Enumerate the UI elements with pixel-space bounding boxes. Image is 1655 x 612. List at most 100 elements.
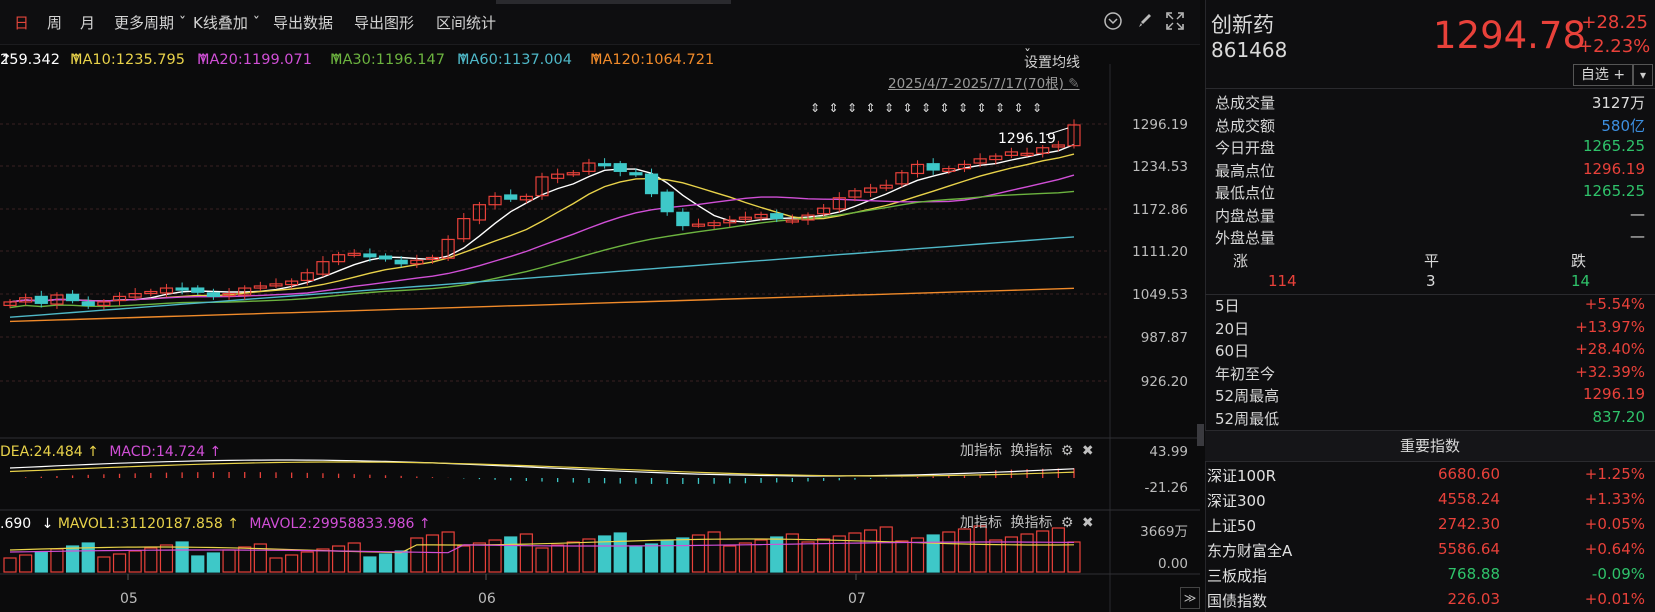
volume-bar bbox=[378, 553, 393, 573]
date-range-label[interactable]: 2025/4/7-2025/7/17(70根) ✎ bbox=[888, 76, 1080, 92]
collapse-circle-icon[interactable] bbox=[1102, 10, 1124, 32]
candle-body bbox=[566, 172, 580, 176]
candlesticks bbox=[3, 119, 1081, 310]
high-price-label: 1296.19 bbox=[998, 131, 1056, 147]
candle-body bbox=[754, 213, 768, 219]
range-stats-button[interactable]: 区间统计 bbox=[436, 14, 497, 32]
dea-value: DEA:24.484 bbox=[0, 444, 83, 460]
volume-bar bbox=[973, 525, 987, 573]
volume-bar bbox=[1067, 541, 1081, 573]
volume-bar bbox=[65, 545, 80, 573]
fullscreen-icon[interactable] bbox=[1164, 10, 1186, 32]
price-tick: 1172.86 bbox=[1132, 202, 1188, 218]
close-icon[interactable]: ✖ bbox=[1081, 443, 1094, 459]
candle-body bbox=[378, 255, 393, 260]
volume-bar bbox=[112, 553, 127, 573]
candle-body bbox=[738, 216, 753, 220]
price-tick: 1111.20 bbox=[1132, 244, 1188, 260]
candle-body bbox=[159, 287, 174, 294]
panel-splitter-handle[interactable] bbox=[1197, 424, 1204, 446]
volume-bar bbox=[785, 533, 799, 573]
pin-icon[interactable]: ✎ bbox=[1068, 76, 1080, 92]
macd-legend: DEA:24.484 ↑ MACD:14.724 ↑ bbox=[0, 444, 222, 460]
breadth-down-count: 14 bbox=[1571, 272, 1591, 290]
candle-body bbox=[1020, 152, 1034, 156]
stat-label: 总成交量 bbox=[1215, 94, 1276, 112]
switch-indicator-button[interactable]: 换指标 bbox=[1010, 443, 1053, 459]
macd-tools: 加指标 换指标 ⚙ ✖ bbox=[960, 440, 1094, 460]
volume-bar bbox=[300, 551, 314, 573]
stat-label: 今日开盘 bbox=[1215, 139, 1276, 157]
add-indicator-button[interactable]: 加指标 bbox=[960, 443, 1002, 459]
candle-body bbox=[1004, 151, 1019, 156]
ma-settings-dropdown[interactable]: 设置均线 ˇ bbox=[1024, 48, 1080, 71]
breadth-flat-count: 3 bbox=[1426, 272, 1436, 290]
vol-value: .690 bbox=[0, 516, 32, 532]
candle-body bbox=[1067, 124, 1081, 147]
volume-bar bbox=[519, 533, 533, 573]
volume-bar bbox=[738, 542, 753, 573]
index-pct: +0.64% bbox=[1584, 540, 1645, 558]
volume-bar bbox=[957, 528, 972, 573]
volume-bar bbox=[942, 531, 956, 573]
ma-lines bbox=[9, 143, 1075, 323]
candle-body bbox=[97, 301, 111, 307]
candle-body bbox=[425, 256, 440, 261]
return-label: 年初至今 bbox=[1215, 364, 1276, 383]
brush-icon[interactable] bbox=[1133, 10, 1155, 32]
volume-bar bbox=[316, 548, 330, 573]
add-watchlist-button[interactable]: 自选 + bbox=[1573, 64, 1633, 86]
candle-body bbox=[222, 293, 236, 297]
stock-code: 861468 bbox=[1211, 38, 1288, 62]
double-arrow-icon: ⇕ bbox=[958, 101, 968, 115]
double-arrow-icon: ⇕ bbox=[847, 101, 857, 115]
candle-body bbox=[331, 254, 346, 263]
index-name: 深证100R bbox=[1207, 467, 1277, 485]
candle-body bbox=[926, 163, 940, 171]
macd-axis-bottom: -21.26 bbox=[1144, 480, 1188, 496]
ma120-line bbox=[9, 287, 1075, 323]
gear-icon[interactable]: ⚙ bbox=[1060, 443, 1074, 459]
period-month-tab[interactable]: 月 bbox=[80, 14, 96, 32]
kline-overlay-dropdown[interactable]: K线叠加 ˇ bbox=[193, 12, 260, 33]
candle-body bbox=[441, 238, 455, 259]
gear-icon[interactable]: ⚙ bbox=[1060, 515, 1074, 531]
candle-body bbox=[285, 280, 299, 286]
volume-bar bbox=[19, 554, 33, 573]
close-icon[interactable]: ✖ bbox=[1081, 515, 1094, 531]
stock-name: 创新药 bbox=[1211, 13, 1274, 37]
return-value: +13.97% bbox=[1575, 317, 1645, 336]
volume-bar bbox=[269, 557, 283, 573]
index-value: 4558.24 bbox=[1437, 490, 1500, 508]
mavol1-value: MAVOL1:31120187.858 bbox=[57, 516, 223, 532]
kline-chart[interactable]: 1296.19 1234.53 1172.86 1111.20 1049.53 987.8… bbox=[0, 44, 1200, 612]
switch-indicator-button[interactable]: 换指标 bbox=[1010, 515, 1053, 531]
stat-label: 外盘总量 bbox=[1215, 229, 1276, 247]
return-label: 5日 bbox=[1215, 297, 1240, 315]
time-axis: 05 06 07 bbox=[120, 574, 866, 607]
volume-bar bbox=[551, 544, 565, 573]
month-label: 06 bbox=[478, 591, 496, 607]
index-value: 226.03 bbox=[1447, 590, 1501, 608]
chevron-down-icon: ˇ bbox=[174, 14, 187, 32]
price-tick: 987.87 bbox=[1141, 330, 1188, 346]
return-label: 52周最高 bbox=[1215, 387, 1280, 405]
period-week-tab[interactable]: 周 bbox=[47, 14, 63, 32]
volume-bar bbox=[441, 531, 455, 573]
volume-bar bbox=[285, 554, 299, 573]
ma10-line bbox=[9, 153, 1075, 303]
index-value: 768.88 bbox=[1447, 565, 1501, 583]
price-tick: 1234.53 bbox=[1132, 159, 1188, 175]
candle-body bbox=[504, 194, 518, 200]
add-indicator-button[interactable]: 加指标 bbox=[960, 515, 1002, 531]
period-day-tab[interactable]: 日 bbox=[14, 14, 30, 32]
export-chart-button[interactable]: 导出图形 bbox=[354, 14, 415, 32]
chart-toolbar: 日 周 月 更多周期 ˇ K线叠加 ˇ 导出数据 导出图形 区间统计 bbox=[0, 0, 1200, 45]
chevron-down-icon: ˇ bbox=[247, 14, 261, 32]
chevron-down-icon[interactable]: ▾ bbox=[1633, 64, 1653, 86]
export-data-button[interactable]: 导出数据 bbox=[273, 14, 334, 32]
month-label: 05 bbox=[120, 591, 138, 607]
more-periods-dropdown[interactable]: 更多周期 ˇ bbox=[114, 12, 186, 33]
scroll-right-button[interactable]: ≫ bbox=[1180, 587, 1200, 609]
volume-bar bbox=[238, 546, 252, 573]
